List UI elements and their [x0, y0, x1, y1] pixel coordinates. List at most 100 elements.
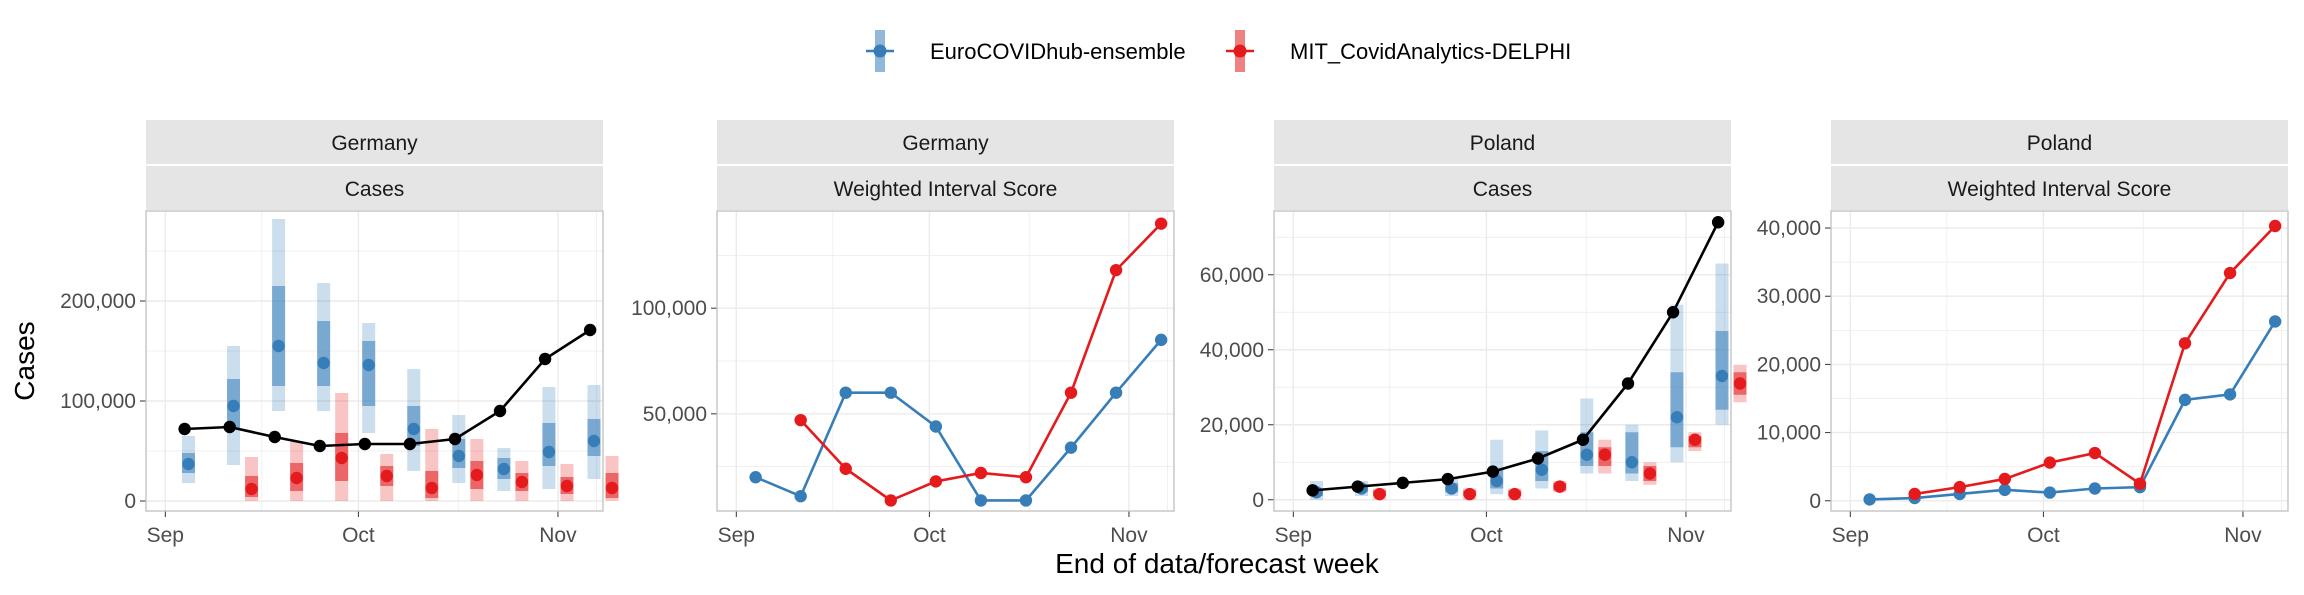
observed-data-point [223, 420, 236, 434]
delphi-score-point [2133, 477, 2147, 490]
delphi-score-point [2223, 266, 2237, 280]
ensemble-forecast-median-point [182, 457, 195, 471]
x-tick-label: Oct [342, 524, 375, 547]
ensemble-forecast-50-interval [542, 423, 556, 466]
observed-data-point [1621, 377, 1635, 390]
delphi-score-point [1109, 263, 1123, 277]
facet-strip-location: Poland [1470, 132, 1535, 155]
panel-border [1830, 210, 2289, 512]
delphi-score-point [2088, 446, 2102, 460]
legend-key-point [1233, 44, 1247, 58]
x-axis-title: End of data/forecast week [1055, 548, 1380, 579]
facet-strip [1274, 120, 1731, 164]
delphi-forecast-median-point [335, 451, 348, 465]
y-tick-label: 0 [124, 490, 136, 513]
x-tick-label: Nov [1667, 524, 1705, 547]
ensemble-forecast-median-point [1535, 463, 1548, 476]
delphi-forecast-median-point [1643, 467, 1657, 480]
ensemble-forecast-median-point [227, 399, 240, 413]
observed-data-point [403, 437, 417, 451]
ensemble-score-point [2043, 486, 2057, 499]
ensemble-score-point [974, 494, 988, 507]
delphi-score-point [2268, 219, 2282, 233]
ensemble-forecast-median-point [497, 462, 511, 476]
y-tick-label: 100,000 [60, 390, 136, 413]
delphi-score-point [1154, 217, 1168, 230]
delphi-forecast-median-point [515, 475, 529, 489]
y-tick-label: 40,000 [1200, 339, 1264, 362]
y-axis-title: Cases [9, 321, 40, 400]
facet-strip-target: Cases [1473, 178, 1533, 201]
ensemble-forecast-50-interval [272, 286, 286, 386]
delphi-score-point [884, 494, 897, 507]
ensemble-forecast-50-interval [317, 321, 331, 386]
delphi-forecast-median-point [380, 469, 393, 483]
y-tick-label: 40,000 [1757, 217, 1821, 240]
ensemble-score-point [1154, 333, 1168, 347]
x-tick-label: Oct [913, 524, 946, 547]
facet-panel: Poland Weighted Interval Score 0 10,000 20,0… [1757, 120, 2289, 547]
legend-label: EuroCOVIDhub-ensemble [930, 39, 1186, 64]
delphi-forecast-median-point [1508, 487, 1521, 501]
y-tick-label: 100,000 [631, 297, 707, 320]
ensemble-score-point [884, 386, 897, 399]
facet-strip [717, 120, 1174, 164]
ensemble-score-point [2223, 388, 2237, 401]
facet-strip-location: Germany [902, 132, 989, 155]
delphi-forecast-median-point [560, 479, 574, 493]
observed-data-point [1576, 433, 1590, 446]
observed-data-point [1666, 306, 1680, 319]
ensemble-score-point [1109, 386, 1123, 399]
x-tick-label: Sep [718, 524, 755, 547]
ensemble-score-point [1863, 493, 1876, 506]
ensemble-score-point [794, 490, 807, 503]
observed-data-point [1486, 465, 1500, 478]
ensemble-forecast-median-point [1670, 411, 1684, 424]
ensemble-forecast-median-point [272, 339, 285, 353]
ensemble-forecast-median-point [362, 358, 375, 372]
delphi-forecast-median-point [290, 471, 303, 485]
ensemble-forecast-median-point [317, 356, 330, 370]
facet-strip-location: Poland [2027, 132, 2092, 155]
delphi-score-point [1064, 386, 1078, 399]
ensemble-forecast-median-point [1490, 474, 1503, 488]
delphi-score-point [974, 466, 988, 480]
delphi-score-point [794, 413, 807, 427]
facet-panel: Germany Weighted Interval Score 50,000 100,… [631, 120, 1175, 547]
ensemble-score-point [1064, 441, 1078, 454]
ensemble-score-point [2178, 393, 2192, 407]
legend-item: EuroCOVIDhub-ensemble [866, 30, 1186, 72]
delphi-forecast-median-point [470, 468, 484, 482]
delphi-score-point [1953, 480, 1966, 494]
panel-border [716, 210, 1175, 512]
delphi-forecast-median-point [1553, 480, 1566, 493]
observed-data-point [1531, 452, 1545, 465]
ensemble-forecast-median-point [542, 445, 556, 459]
observed-data-point [178, 422, 191, 436]
y-tick-label: 0 [1252, 489, 1264, 512]
ensemble-score-point [929, 420, 943, 433]
ensemble-score-point [2088, 482, 2102, 495]
facet-strip-target: Cases [345, 178, 405, 201]
facet-strip [1274, 166, 1731, 210]
ensemble-forecast-median-point [1445, 482, 1458, 495]
ensemble-score-point [749, 470, 762, 484]
y-tick-label: 10,000 [1757, 422, 1821, 445]
ensemble-forecast-50-interval [1670, 372, 1684, 448]
observed-data-point [268, 430, 281, 444]
y-tick-label: 20,000 [1200, 414, 1264, 437]
plot-area [1274, 211, 1731, 511]
facet-panel: Poland Cases 0 20,000 40,000 60,000 Sep Oct Nov [1200, 120, 1747, 547]
delphi-forecast-median-point [1688, 433, 1702, 446]
delphi-forecast-median-point [1373, 487, 1386, 501]
facet-strip [146, 120, 603, 164]
observed-data-point [448, 432, 462, 446]
y-tick-label: 30,000 [1757, 285, 1821, 308]
x-tick-label: Oct [1470, 524, 1503, 547]
ensemble-score-point [1998, 483, 2011, 497]
observed-data-point [538, 352, 552, 366]
facet-strip [146, 166, 603, 210]
delphi-forecast-median-point [1598, 448, 1612, 461]
delphi-forecast-median-point [1463, 487, 1476, 501]
